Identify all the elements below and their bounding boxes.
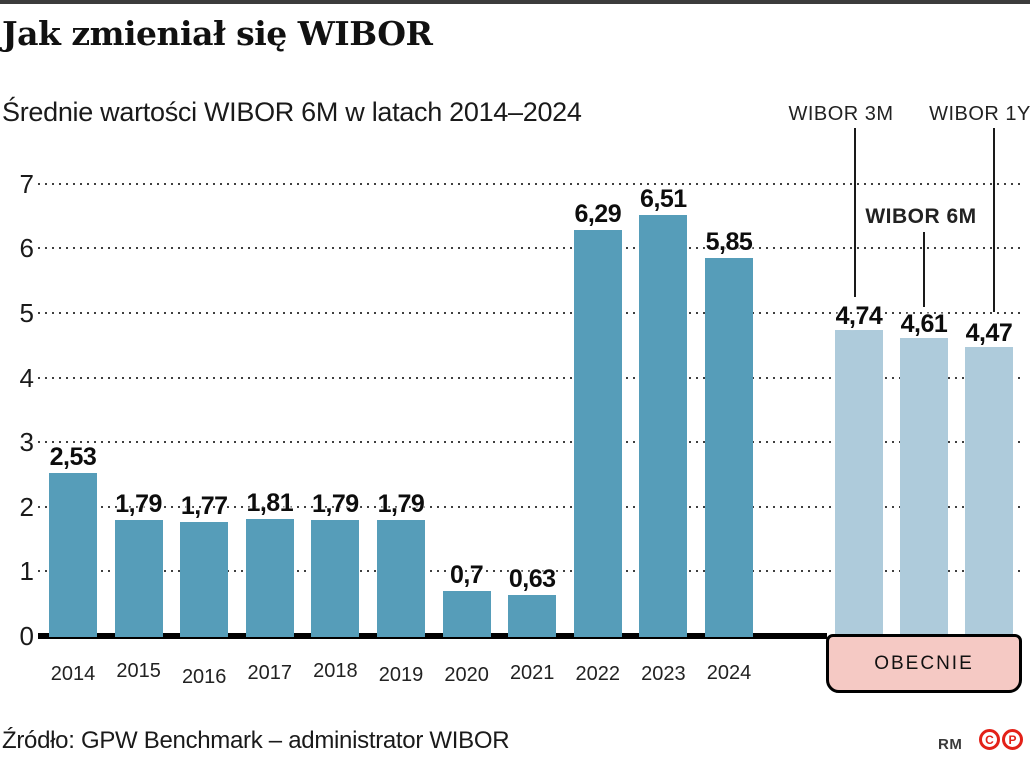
published-rights-icon: P — [1002, 729, 1023, 750]
x-axis-label-2024: 2024 — [706, 662, 752, 684]
x-axis-label-2023: 2023 — [641, 663, 686, 685]
top-rule — [0, 0, 1030, 4]
bar-value-label: 2,53 — [49, 442, 97, 471]
y-axis-tick-label: 4 — [19, 362, 34, 393]
gridline — [38, 376, 1024, 379]
y-axis-tick-label: 5 — [19, 298, 34, 328]
bar-2018 — [311, 520, 360, 637]
bar-2017 — [245, 519, 294, 637]
leader-line — [993, 128, 995, 312]
bar-2024 — [705, 258, 753, 637]
bar-current-wibor-1y — [965, 347, 1013, 637]
current-value-label: 4,61 — [900, 310, 948, 339]
x-axis-label-2021: 2021 — [509, 662, 555, 684]
y-axis-tick-label: 0 — [19, 621, 34, 651]
bar-2021 — [508, 595, 557, 637]
x-axis-label-2015: 2015 — [116, 660, 161, 682]
gridline — [38, 570, 1024, 573]
gridline — [38, 505, 1024, 508]
leader-line — [923, 232, 925, 307]
x-axis-label-2014: 2014 — [50, 663, 96, 685]
bar-value-label: 1,79 — [115, 490, 162, 519]
gridline — [38, 441, 1024, 444]
page-title: Jak zmieniał się WIBOR — [2, 14, 433, 53]
copyright-icon: C — [979, 729, 1000, 750]
bar-2022 — [573, 229, 622, 637]
obecnie-box: OBECNIE — [826, 634, 1022, 693]
bar-value-label: 1,79 — [377, 490, 425, 519]
gridline — [38, 182, 1024, 185]
bar-value-label: 6,51 — [640, 185, 687, 214]
bar-2019 — [377, 520, 425, 637]
x-axis-label-2018: 2018 — [313, 660, 358, 682]
current-value-label: 4,47 — [965, 319, 1013, 348]
y-axis-tick-label: 6 — [19, 233, 34, 264]
bar-current-wibor-3m — [835, 329, 883, 637]
y-axis-tick-label: 1 — [19, 556, 34, 587]
bar-2015 — [114, 520, 163, 637]
bar-current-wibor-6m — [900, 338, 948, 637]
bar-value-label: 5,85 — [705, 228, 753, 257]
current-value-label: 4,74 — [835, 301, 883, 330]
x-axis-label-2020: 2020 — [444, 664, 489, 686]
bar-value-label: 1,77 — [180, 491, 228, 520]
bar-value-label: 0,63 — [508, 565, 556, 594]
annotation-wibor-1y: WIBOR 1Y — [929, 103, 1030, 125]
gridline — [38, 247, 1024, 250]
annotation-wibor-6m: WIBOR 6M — [865, 205, 977, 228]
source-note: Źródło: GPW Benchmark – administrator WI… — [2, 727, 510, 754]
bar-2023 — [639, 215, 688, 637]
bar-value-label: 1,81 — [246, 489, 294, 518]
x-axis-label-2017: 2017 — [247, 662, 293, 684]
bar-value-label: 1,79 — [312, 490, 359, 519]
bar-value-label: 6,29 — [574, 199, 622, 228]
y-axis-tick-label: 2 — [19, 491, 34, 522]
x-axis-baseline — [38, 633, 827, 639]
bar-value-label: 0,7 — [449, 560, 484, 589]
x-axis-label-2019: 2019 — [378, 664, 424, 686]
published-rights-letter: P — [1008, 732, 1017, 747]
y-axis-tick-label: 7 — [19, 168, 34, 199]
bar-2014 — [49, 472, 97, 637]
bar-2020 — [442, 590, 491, 637]
gridline — [38, 312, 1024, 314]
x-axis-label-2016: 2016 — [181, 666, 227, 688]
leader-line — [854, 128, 856, 297]
annotation-wibor-3m: WIBOR 3M — [788, 103, 894, 125]
chart-subtitle: Średnie wartości WIBOR 6M w latach 2014–… — [2, 97, 582, 127]
author-initials: RM — [938, 736, 963, 753]
copyright-letter: C — [985, 732, 994, 747]
bar-2016 — [180, 521, 229, 637]
x-axis-label-2022: 2022 — [575, 663, 621, 685]
y-axis-tick-label: 3 — [19, 427, 34, 458]
obecnie-label: OBECNIE — [874, 652, 974, 674]
